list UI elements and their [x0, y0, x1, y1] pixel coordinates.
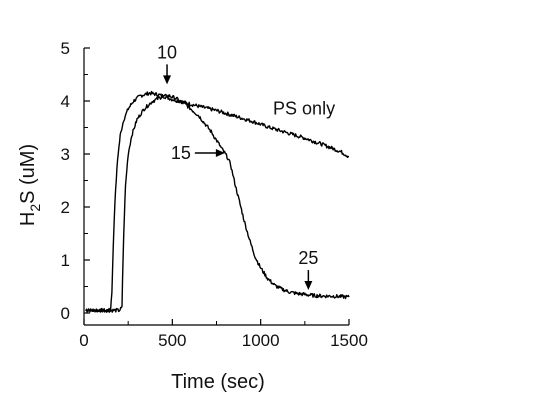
- annotation-label: 25: [298, 248, 318, 268]
- annotations: 10 15 25 PS only: [157, 42, 335, 291]
- series-line-1: [85, 90, 349, 313]
- annotation-arrowhead: [304, 281, 313, 291]
- y-axis-label-h: H: [17, 212, 39, 226]
- x-tick-label: 1000: [242, 331, 280, 350]
- plot-lines: [85, 90, 350, 313]
- y-tick-label: 0: [61, 304, 70, 323]
- x-tick-label: 500: [158, 331, 186, 350]
- y-tick-label: 4: [61, 92, 70, 111]
- series-line-2: [85, 93, 350, 313]
- y-tick-label: 5: [61, 39, 70, 58]
- annotation-arrowhead: [163, 75, 172, 85]
- x-tick-label: 1500: [330, 331, 368, 350]
- x-tick-label: 0: [79, 331, 88, 350]
- y-axis-label: H2S (uM): [17, 144, 43, 226]
- x-axis-label: Time (sec): [171, 371, 265, 393]
- annotation-label: 15: [171, 143, 191, 163]
- annotation-arrowhead: [215, 149, 225, 157]
- y-tick-label: 3: [61, 145, 70, 164]
- y-tick-label: 1: [61, 251, 70, 270]
- annotation-label: 10: [157, 42, 177, 62]
- series-label: PS only: [273, 98, 335, 118]
- y-tick-label: 2: [61, 198, 70, 217]
- y-axis-label-sub: 2: [27, 204, 43, 212]
- y-axis-label-rest: S (uM): [17, 144, 39, 204]
- ticks: 0 500 1000 1500 0 1 2 3 4 5: [61, 39, 368, 350]
